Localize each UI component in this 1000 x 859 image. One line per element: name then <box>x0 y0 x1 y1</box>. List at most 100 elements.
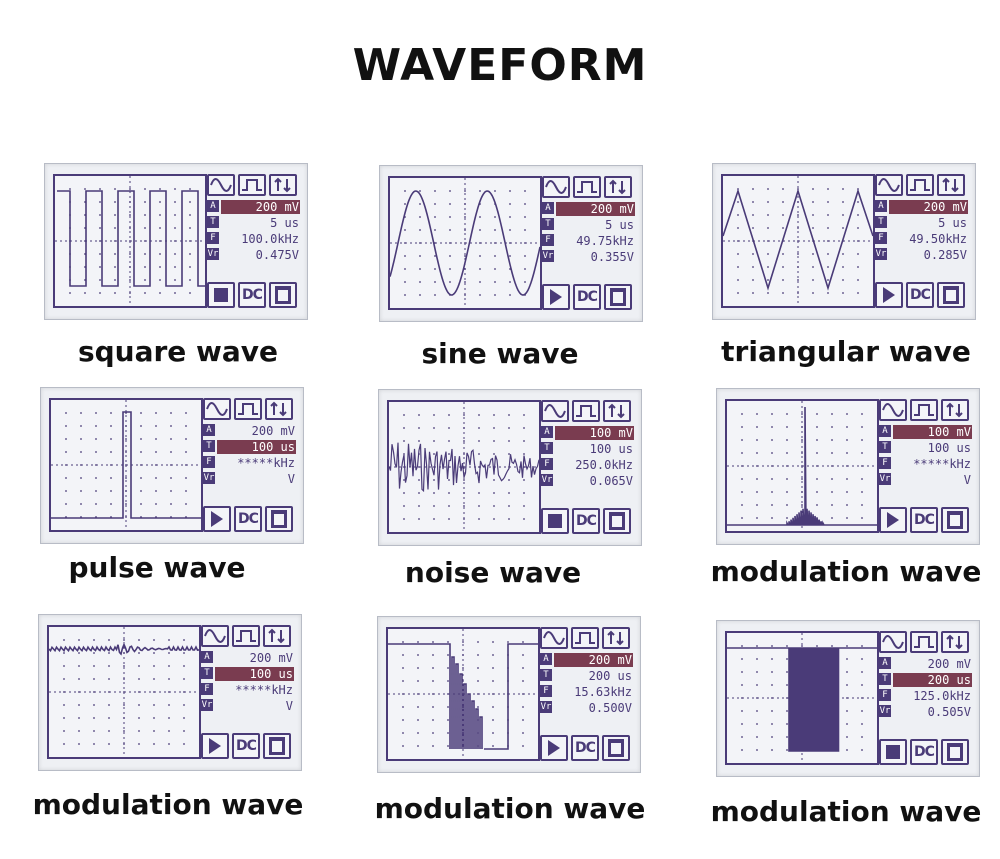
run-button[interactable] <box>875 282 903 308</box>
hold-button[interactable] <box>604 284 632 310</box>
square-mode-icon[interactable] <box>238 174 266 196</box>
sine-mode-icon[interactable] <box>879 631 907 653</box>
run-button[interactable] <box>203 506 231 532</box>
voltage-readout: Vr V <box>201 699 295 713</box>
readout-tag: T <box>879 673 891 685</box>
amplitude-readout: A 100 mV <box>879 425 973 439</box>
run-button[interactable] <box>542 284 570 310</box>
readout-tag: A <box>207 200 219 212</box>
trigger-arrows-icon[interactable] <box>937 174 965 196</box>
sine-mode-icon[interactable] <box>540 627 568 649</box>
hold-button[interactable] <box>269 282 297 308</box>
trigger-arrows-icon[interactable] <box>263 625 291 647</box>
square-mode-icon[interactable] <box>573 176 601 198</box>
sine-mode-icon[interactable] <box>207 174 235 196</box>
hold-button[interactable] <box>937 282 965 308</box>
dc-coupling-button[interactable]: DC <box>906 282 934 308</box>
dc-coupling-button[interactable]: DC <box>910 507 938 533</box>
hold-button[interactable] <box>941 739 969 765</box>
trigger-arrows-icon[interactable] <box>604 176 632 198</box>
waveform-plot <box>725 631 879 765</box>
sine-mode-icon[interactable] <box>201 625 229 647</box>
readout-value: 49.50kHz <box>909 232 967 246</box>
play-icon <box>211 511 223 527</box>
sine-mode-icon[interactable] <box>203 398 231 420</box>
dc-coupling-button[interactable]: DC <box>232 733 260 759</box>
readout-tag: A <box>542 202 554 214</box>
run-button[interactable] <box>879 507 907 533</box>
run-button[interactable] <box>540 735 568 761</box>
control-panel: A 200 mV T 5 us F 100.0kHz Vr 0.475V DC <box>207 174 301 308</box>
waveform-plot <box>388 176 542 310</box>
waveform-caption: triangular wave <box>721 335 971 368</box>
square-mode-icon[interactable] <box>906 174 934 196</box>
stop-button[interactable] <box>879 739 907 765</box>
voltage-readout: Vr V <box>203 472 297 486</box>
stop-icon <box>214 288 228 302</box>
waveform-plot <box>53 174 207 308</box>
sine-mode-icon[interactable] <box>542 176 570 198</box>
dc-coupling-button[interactable]: DC <box>238 282 266 308</box>
square-mode-icon[interactable] <box>234 398 262 420</box>
readout-value: 100.0kHz <box>241 232 299 246</box>
dc-coupling-button[interactable]: DC <box>910 739 938 765</box>
dc-coupling-button[interactable]: DC <box>573 284 601 310</box>
readout-tag: A <box>879 425 891 437</box>
square-mode-icon[interactable] <box>571 627 599 649</box>
hold-button[interactable] <box>941 507 969 533</box>
square-mode-icon[interactable] <box>910 399 938 421</box>
waveform-trace <box>390 190 540 296</box>
hold-button[interactable] <box>265 506 293 532</box>
sine-mode-icon[interactable] <box>875 174 903 196</box>
dc-coupling-button[interactable]: DC <box>571 735 599 761</box>
amplitude-readout: A 200 mV <box>879 657 973 671</box>
hold-icon <box>609 512 625 530</box>
readout-value: 200 mV <box>249 651 293 665</box>
run-button[interactable] <box>201 733 229 759</box>
trigger-arrows-icon[interactable] <box>269 174 297 196</box>
readout-value: 200 mV <box>889 200 968 214</box>
stop-button[interactable] <box>207 282 235 308</box>
sine-mode-icon[interactable] <box>541 400 569 422</box>
trigger-arrows-icon[interactable] <box>941 399 969 421</box>
hold-icon <box>610 288 626 306</box>
hold-button[interactable] <box>263 733 291 759</box>
stop-button[interactable] <box>541 508 569 534</box>
readout-tag: Vr <box>207 248 219 260</box>
frequency-readout: F 100.0kHz <box>207 232 301 246</box>
frequency-readout: F *****kHz <box>879 457 973 471</box>
readout-value: 200 mV <box>554 653 633 667</box>
waveform-caption: modulation wave <box>32 788 304 821</box>
dc-coupling-button[interactable]: DC <box>234 506 262 532</box>
trigger-arrows-icon[interactable] <box>941 631 969 653</box>
readout-tag: F <box>879 689 891 701</box>
sine-mode-icon[interactable] <box>879 399 907 421</box>
control-panel: A 200 mV T 5 us F 49.50kHz Vr 0.285V DC <box>875 174 969 308</box>
control-panel: A 100 mV T 100 us F 250.0kHz Vr 0.065V DC <box>541 400 635 534</box>
hold-button[interactable] <box>603 508 631 534</box>
trigger-arrows-icon[interactable] <box>602 627 630 649</box>
control-panel: A 200 mV T 200 us F 125.0kHz Vr 0.505V DC <box>879 631 973 765</box>
trigger-arrows-icon[interactable] <box>265 398 293 420</box>
readout-value: 0.475V <box>255 248 299 262</box>
square-mode-icon[interactable] <box>572 400 600 422</box>
timebase-readout: T 5 us <box>542 218 636 232</box>
waveform-trace <box>51 411 201 519</box>
hold-icon <box>947 511 963 529</box>
square-mode-icon[interactable] <box>910 631 938 653</box>
trigger-arrows-icon[interactable] <box>603 400 631 422</box>
amplitude-readout: A 200 mV <box>875 200 969 214</box>
oscilloscope-screen: A 200 mV T 5 us F 100.0kHz Vr 0.475V DC <box>44 163 308 320</box>
dc-coupling-button[interactable]: DC <box>572 508 600 534</box>
readout-value: 5 us <box>270 216 299 230</box>
waveform-trace <box>388 643 538 750</box>
readout-tag: Vr <box>542 250 554 262</box>
hold-button[interactable] <box>602 735 630 761</box>
square-mode-icon[interactable] <box>232 625 260 647</box>
readout-tag: A <box>540 653 552 665</box>
control-panel: A 200 mV T 200 us F 15.63kHz Vr 0.500V DC <box>540 627 634 761</box>
oscilloscope-screen: A 200 mV T 200 us F 15.63kHz Vr 0.500V DC <box>377 616 641 773</box>
readout-value: 200 mV <box>251 424 295 438</box>
readout-tag: F <box>207 232 219 244</box>
waveform-trace <box>389 442 539 493</box>
